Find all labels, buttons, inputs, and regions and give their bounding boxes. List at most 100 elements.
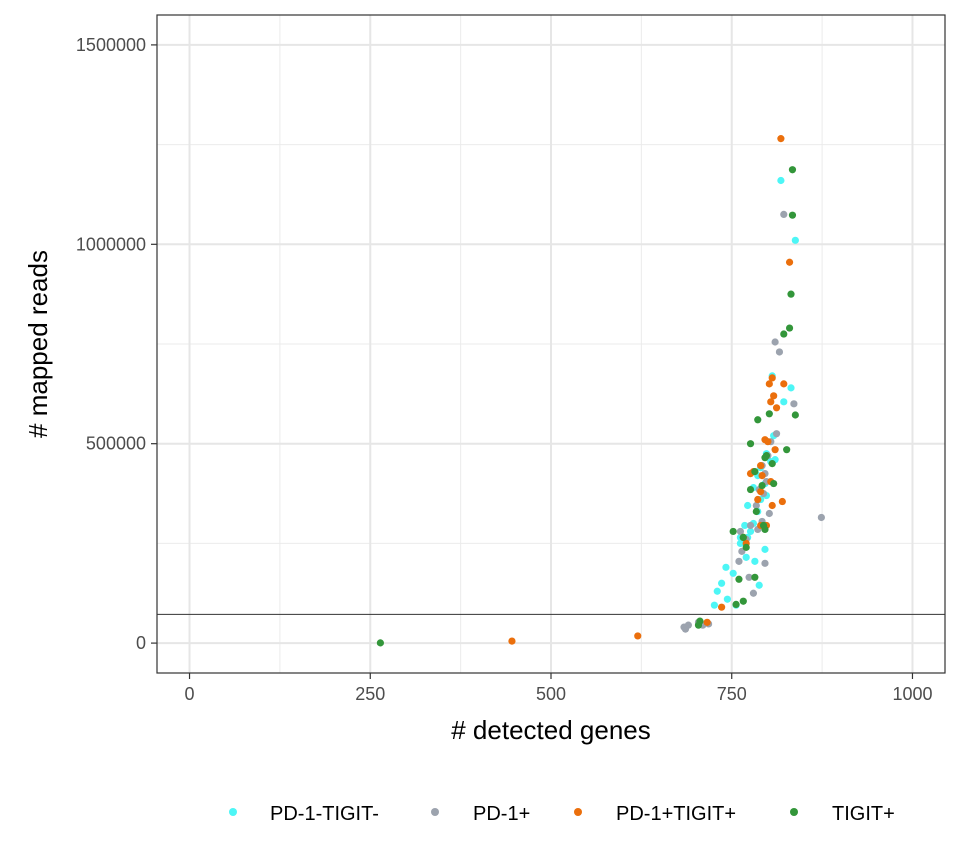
x-tick-label: 0	[185, 684, 195, 704]
data-point-series-1	[745, 573, 753, 581]
x-tick-label: 500	[536, 684, 566, 704]
data-point-series-0	[744, 501, 752, 510]
data-point-series-1	[765, 509, 773, 518]
y-tick-label: 0	[136, 633, 146, 653]
data-point-series-2	[768, 501, 776, 510]
data-point-series-2	[785, 258, 794, 266]
data-point-series-3	[739, 597, 747, 605]
data-point-series-3	[376, 639, 384, 647]
data-point-series-2	[757, 462, 765, 470]
data-point-series-0	[755, 581, 763, 589]
data-point-series-3	[788, 211, 797, 219]
data-point-series-1	[681, 625, 690, 633]
data-point-series-1	[817, 513, 825, 522]
data-point-series-3	[746, 440, 755, 448]
data-point-series-1	[771, 338, 779, 346]
data-point-series-0	[787, 384, 795, 392]
data-point-series-3	[742, 543, 750, 551]
x-tick-label: 1000	[892, 684, 932, 704]
data-point-series-3	[732, 600, 740, 609]
data-point-series-3	[791, 411, 799, 419]
data-point-series-2	[757, 487, 765, 496]
plot-panel	[156, 14, 946, 674]
x-tick-label: 750	[717, 684, 747, 704]
data-point-series-3	[758, 481, 766, 490]
data-point-series-3	[788, 166, 797, 174]
data-point-series-2	[767, 398, 775, 406]
data-point-series-3	[768, 460, 776, 468]
data-point-series-3	[694, 621, 703, 629]
data-point-series-3	[754, 416, 762, 424]
data-point-series-0	[722, 563, 730, 571]
data-point-series-3	[780, 330, 788, 338]
legend-key-pd1-tigit-neg	[229, 808, 237, 816]
legend-key-tigit-pos	[790, 808, 798, 816]
data-point-series-0	[751, 557, 759, 565]
data-point-series-1	[761, 559, 769, 567]
data-point-series-3	[785, 324, 794, 332]
data-point-series-2	[768, 374, 776, 382]
data-point-series-0	[713, 587, 721, 595]
data-point-series-3	[752, 507, 760, 516]
data-point-series-3	[729, 527, 737, 536]
legend-label-pd1-tigit-neg: PD-1-TIGIT-	[270, 803, 379, 825]
data-point-series-2	[754, 495, 762, 504]
data-point-series-3	[759, 521, 768, 530]
legend: PD-1-TIGIT- PD-1+ PD-1+TIGIT+ TIGIT+	[229, 803, 895, 825]
data-point-series-0	[761, 545, 769, 553]
data-point-series-3	[751, 573, 759, 581]
data-point-series-0	[736, 539, 745, 547]
data-point-series-1	[736, 527, 745, 536]
x-tick-label: 250	[355, 684, 385, 704]
legend-key-pd1-pos	[431, 808, 439, 816]
data-point-series-2	[718, 603, 726, 611]
data-point-series-0	[777, 176, 785, 185]
data-point-series-2	[778, 497, 786, 506]
data-point-series-2	[765, 380, 773, 388]
data-point-series-2	[508, 637, 516, 645]
data-point-series-2	[634, 632, 642, 640]
data-point-series-3	[765, 410, 773, 418]
major-gridlines	[157, 15, 945, 673]
data-point-series-2	[764, 438, 772, 446]
data-point-series-0	[741, 521, 749, 530]
data-point-series-0	[791, 236, 799, 244]
x-axis-title: # detected genes	[451, 715, 651, 745]
data-point-series-1	[775, 348, 784, 356]
data-point-series-3	[735, 575, 743, 583]
data-point-series-0	[710, 601, 718, 609]
data-point-series-1	[735, 557, 743, 565]
data-point-series-1	[746, 521, 755, 530]
data-point-series-0	[746, 527, 755, 536]
data-point-series-3	[751, 468, 759, 476]
y-tick-label: 500000	[86, 434, 146, 454]
data-point-series-1	[752, 501, 760, 510]
data-point-series-0	[742, 553, 750, 561]
data-point-series-2	[772, 404, 781, 412]
data-point-series-2	[770, 392, 778, 400]
data-point-series-2	[703, 618, 711, 626]
y-tick-label: 1500000	[76, 35, 146, 55]
data-point-series-0	[780, 398, 788, 406]
y-axis-title: # mapped reads	[23, 250, 53, 438]
data-point-series-0	[723, 595, 731, 603]
data-point-series-3	[787, 290, 795, 298]
data-point-series-2	[780, 380, 788, 388]
legend-key-pd1-tigit-pos	[574, 808, 582, 816]
y-tick-label: 1000000	[76, 234, 146, 254]
data-point-series-1	[780, 210, 788, 218]
data-points	[376, 135, 825, 647]
data-point-series-1	[772, 430, 781, 438]
data-point-series-1	[749, 589, 758, 597]
data-point-series-2	[771, 446, 779, 454]
data-point-series-0	[718, 579, 726, 587]
data-point-series-1	[790, 400, 798, 408]
data-point-series-0	[729, 569, 737, 577]
legend-label-pd1-pos: PD-1+	[473, 803, 530, 825]
data-point-series-3	[739, 533, 747, 542]
legend-label-tigit-pos: TIGIT+	[832, 803, 895, 825]
data-point-series-2	[758, 472, 766, 480]
data-point-series-3	[761, 454, 769, 462]
data-point-series-3	[783, 446, 791, 454]
